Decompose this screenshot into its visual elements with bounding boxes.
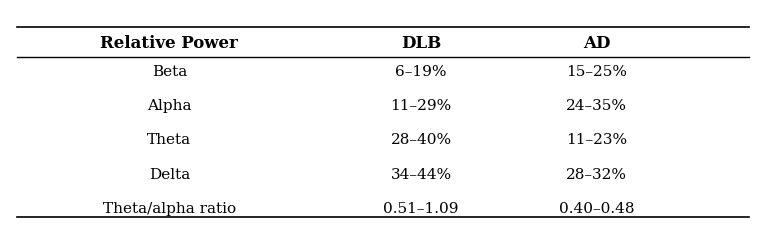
Text: 6–19%: 6–19% — [395, 65, 447, 79]
Text: Alpha: Alpha — [147, 99, 192, 113]
Text: Relative Power: Relative Power — [100, 35, 238, 51]
Text: Beta: Beta — [152, 65, 187, 79]
Text: 0.40–0.48: 0.40–0.48 — [559, 201, 634, 215]
Text: 34–44%: 34–44% — [391, 167, 452, 181]
Text: 28–40%: 28–40% — [391, 133, 452, 147]
Text: 11–23%: 11–23% — [566, 133, 627, 147]
Text: 11–29%: 11–29% — [391, 99, 452, 113]
Text: DLB: DLB — [401, 35, 441, 51]
Text: 0.51–1.09: 0.51–1.09 — [384, 201, 459, 215]
Text: AD: AD — [583, 35, 611, 51]
Text: 24–35%: 24–35% — [566, 99, 627, 113]
Text: Theta: Theta — [147, 133, 192, 147]
Text: Delta: Delta — [149, 167, 190, 181]
Text: 28–32%: 28–32% — [566, 167, 627, 181]
Text: Theta/alpha ratio: Theta/alpha ratio — [103, 201, 236, 215]
Text: 15–25%: 15–25% — [566, 65, 627, 79]
